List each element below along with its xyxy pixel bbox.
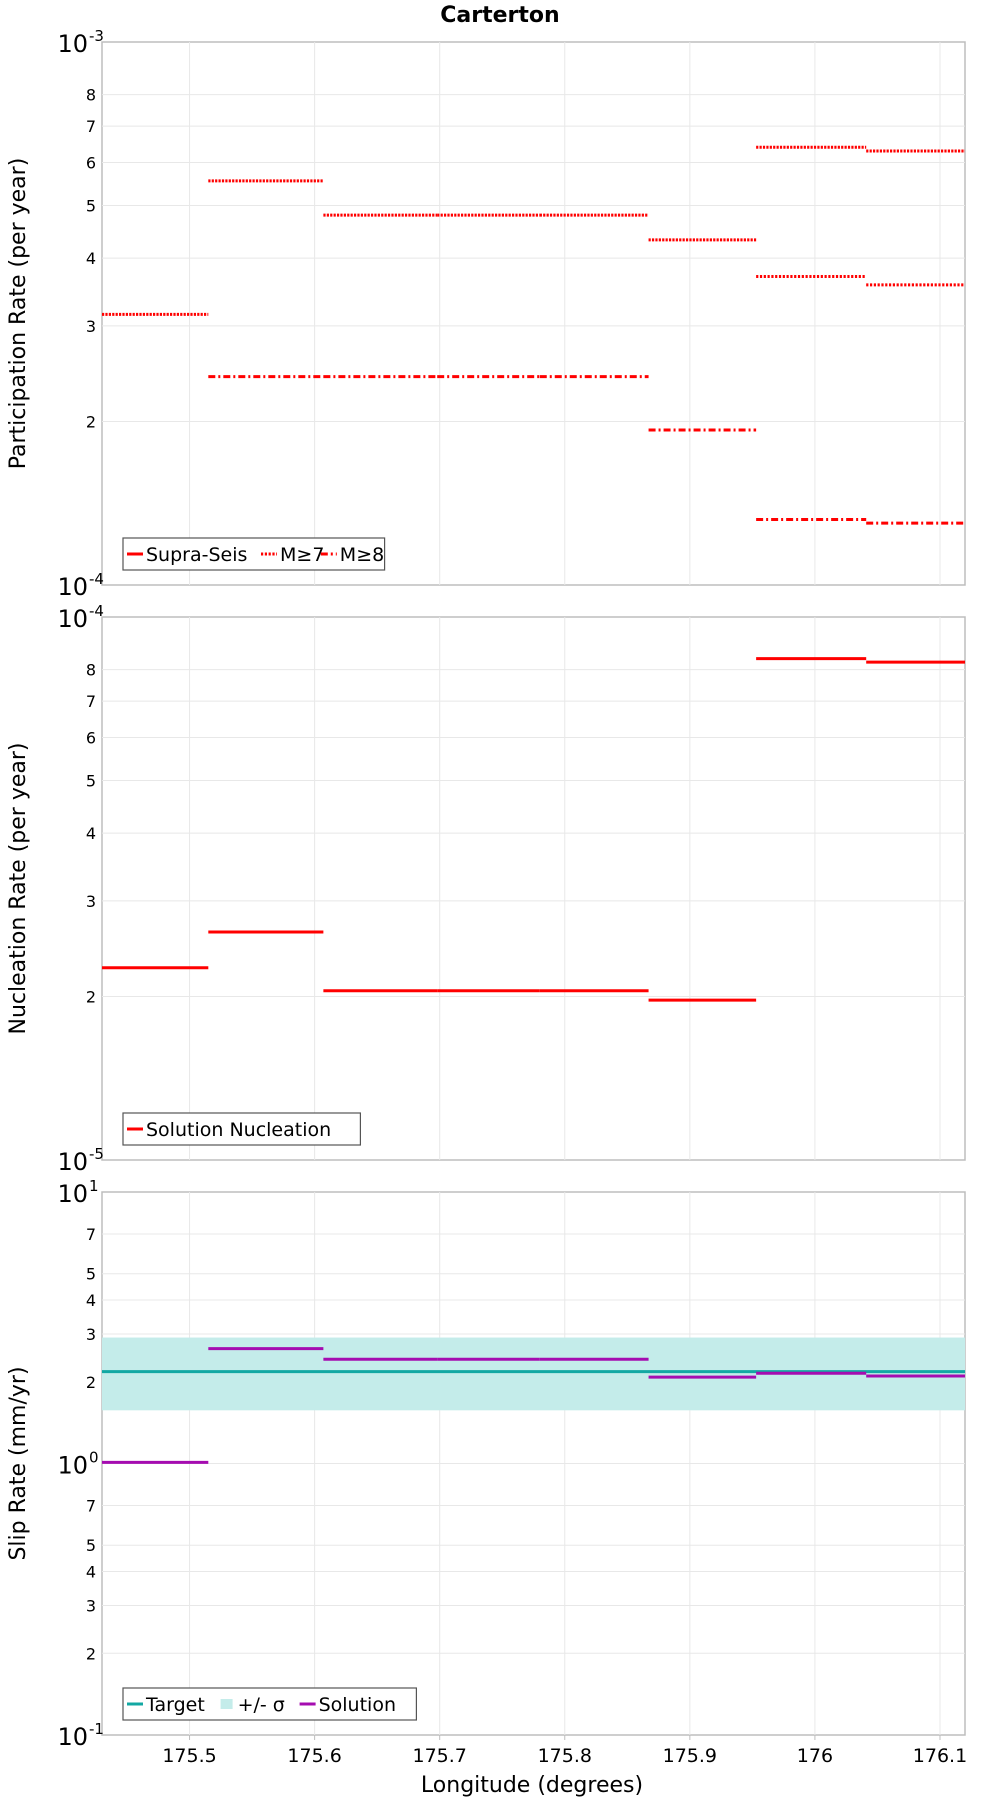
- legend: Supra-Seis M≥7 M≥8: [122, 537, 386, 571]
- y-tick-label: 8: [86, 661, 96, 680]
- y-decade-label: 10: [57, 605, 88, 633]
- y-tick-label: 3: [86, 892, 96, 911]
- legend-box: [122, 1687, 417, 1721]
- x-tick-label: 175.6: [287, 1745, 341, 1767]
- chart-title: Carterton: [440, 3, 559, 28]
- y-tick-label: 2: [86, 413, 96, 432]
- x-tick-label: 175.8: [538, 1745, 592, 1767]
- y-tick-label: 7: [86, 692, 96, 711]
- y-tick-label: 3: [86, 1596, 96, 1615]
- y-decade-exponent: 0: [89, 1449, 99, 1467]
- x-tick-label: 175.5: [162, 1745, 216, 1767]
- y-tick-label: 3: [86, 317, 96, 336]
- y-decade-label: 10: [57, 573, 88, 601]
- y-tick-label: 4: [86, 1291, 96, 1310]
- y-tick-label: 2: [86, 1373, 96, 1392]
- legend-label: Solution Nucleation: [146, 1119, 331, 1141]
- legend-label: +/- σ: [238, 1694, 285, 1716]
- y-tick-label: 4: [86, 249, 96, 268]
- x-tick-label: 176.1: [913, 1745, 967, 1767]
- legend-label: M≥8: [340, 544, 384, 566]
- y-tick-label: 6: [86, 153, 96, 172]
- y-tick-label: 3: [86, 1325, 96, 1344]
- y-tick-label: 4: [86, 824, 96, 843]
- y-axis-label: Slip Rate (mm/yr): [6, 1366, 31, 1560]
- legend-box: [122, 537, 386, 571]
- legend: Solution Nucleation: [122, 1112, 361, 1146]
- y-tick-label: 7: [86, 1225, 96, 1244]
- plot-area: [101, 41, 966, 586]
- y-axis-label: Participation Rate (per year): [6, 158, 31, 470]
- y-tick-label: 6: [86, 728, 96, 747]
- y-tick-label: 5: [86, 1536, 96, 1555]
- legend-label: Solution: [319, 1694, 396, 1716]
- y-tick-label: 5: [86, 771, 96, 790]
- y-tick-label: 2: [86, 988, 96, 1007]
- x-tick-label: 175.9: [663, 1745, 717, 1767]
- legend-label: M≥7: [280, 544, 324, 566]
- legend-box: [122, 1112, 361, 1146]
- y-decade-exponent: -4: [89, 602, 104, 620]
- y-decade-exponent: -5: [89, 1145, 104, 1163]
- x-axis-label: Longitude (degrees): [421, 1773, 643, 1798]
- legend-label: Target: [145, 1694, 205, 1716]
- y-axis-label: Nucleation Rate (per year): [6, 743, 31, 1035]
- x-tick-label: 175.7: [412, 1745, 466, 1767]
- legend-label: Supra-Seis: [146, 544, 247, 566]
- y-tick-label: 5: [86, 1265, 96, 1284]
- legend-swatch: [220, 1699, 233, 1709]
- y-decade-exponent: -1: [89, 1720, 104, 1738]
- y-tick-label: 2: [86, 1644, 96, 1663]
- legend: Target +/- σ Solution: [122, 1687, 417, 1721]
- y-decade-exponent: -3: [89, 27, 104, 45]
- y-tick-label: 8: [86, 86, 96, 105]
- y-decade-label: 10: [57, 1723, 88, 1751]
- plot-area: [101, 616, 966, 1161]
- y-decade-exponent: -4: [89, 570, 104, 588]
- y-decade-label: 10: [57, 30, 88, 58]
- y-tick-label: 7: [86, 117, 96, 136]
- y-decade-label: 10: [57, 1452, 88, 1480]
- y-tick-label: 7: [86, 1497, 96, 1516]
- y-tick-label: 4: [86, 1563, 96, 1582]
- x-tick-label: 176: [797, 1745, 833, 1767]
- y-decade-exponent: 1: [89, 1177, 99, 1195]
- y-decade-label: 10: [57, 1180, 88, 1208]
- y-tick-label: 5: [86, 196, 96, 215]
- y-decade-label: 10: [57, 1148, 88, 1176]
